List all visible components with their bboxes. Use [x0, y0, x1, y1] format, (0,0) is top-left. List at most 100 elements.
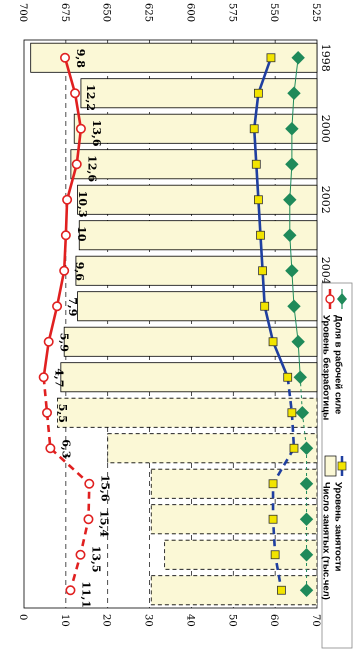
- data-point: [268, 514, 278, 524]
- right-axis-tick-label: 650: [101, 3, 112, 22]
- data-point: [84, 478, 95, 489]
- data-point: [65, 585, 76, 596]
- series-line: [42, 57, 83, 378]
- data-point: [299, 441, 314, 455]
- bar: [150, 504, 318, 535]
- data-point: [60, 52, 71, 63]
- left-axis-tick-label: 70: [310, 614, 321, 627]
- data-point: [268, 337, 278, 347]
- left-axis-tick-label: 30: [143, 614, 154, 627]
- data-point: [71, 159, 82, 170]
- data-label: 11,1: [79, 581, 92, 608]
- left-axis-tick-label: 40: [184, 614, 195, 627]
- data-label: 12,6: [86, 155, 99, 182]
- left-axis-tick-label: 60: [268, 614, 279, 627]
- legend-swatch: [337, 293, 347, 305]
- data-label: 10,3: [76, 191, 89, 218]
- data-point: [299, 512, 314, 526]
- data-point: [283, 372, 293, 382]
- bar: [150, 575, 318, 606]
- data-point: [287, 86, 301, 100]
- legend-label: Уровень безработицы: [320, 315, 331, 420]
- left-axis-tick-label: 50: [226, 614, 237, 627]
- data-point: [277, 585, 286, 595]
- data-point: [287, 408, 297, 418]
- legend-swatch: [324, 455, 337, 477]
- left-axis-tick-label: 0: [17, 614, 28, 620]
- data-point: [60, 230, 71, 241]
- data-point: [291, 335, 305, 349]
- data-point: [43, 336, 54, 347]
- data-point: [295, 406, 310, 420]
- data-point: [62, 194, 73, 205]
- bar: [75, 255, 318, 286]
- data-label: 15,6: [98, 475, 111, 502]
- bar: [107, 433, 318, 464]
- data-point: [45, 443, 56, 454]
- data-point: [283, 228, 297, 242]
- data-label: 6,3: [59, 439, 72, 458]
- right-axis-tick-label: 525: [310, 3, 321, 22]
- data-point: [299, 583, 314, 597]
- x-axis-tick-label: 2000: [319, 115, 332, 143]
- data-point: [285, 157, 299, 171]
- data-point: [299, 477, 314, 491]
- data-point: [83, 514, 94, 525]
- x-axis-tick-label: 2002: [319, 186, 332, 214]
- bar: [60, 362, 318, 393]
- data-label: 7,9: [66, 297, 79, 316]
- x-axis-tick-label: 1998: [319, 44, 332, 72]
- data-label: 13,6: [90, 120, 103, 147]
- bar: [150, 468, 318, 499]
- legend-entry: Число занятых (тыс.чел): [320, 455, 337, 600]
- data-label: 10: [75, 226, 88, 242]
- data-label: 4,7: [53, 368, 66, 387]
- data-point: [285, 264, 299, 278]
- data-point: [266, 53, 276, 63]
- legend-swatch: [337, 461, 347, 471]
- data-label: 5,9: [58, 333, 71, 352]
- series-line: [252, 57, 289, 378]
- right-axis-tick-label: 625: [143, 3, 154, 22]
- bar: [80, 78, 318, 109]
- bar: [78, 220, 318, 251]
- data-point: [42, 407, 53, 418]
- data-point: [75, 549, 86, 560]
- left-axis-tick-label: 20: [101, 614, 112, 627]
- bar: [57, 397, 318, 428]
- bar: [77, 291, 318, 322]
- data-label: 12,2: [84, 84, 97, 111]
- legend-swatch: [325, 294, 335, 304]
- data-point: [52, 301, 63, 312]
- data-point: [249, 124, 259, 134]
- data-label: 5,5: [56, 404, 69, 423]
- right-axis-tick-label: 700: [17, 3, 28, 22]
- data-point: [287, 299, 301, 313]
- data-point: [38, 372, 49, 383]
- x-axis-tick-label: 2004: [319, 257, 332, 285]
- data-point: [75, 123, 86, 134]
- data-point: [260, 301, 270, 311]
- bar: [77, 184, 318, 215]
- data-point: [283, 193, 297, 207]
- data-point: [285, 122, 299, 136]
- series-line: [289, 57, 301, 378]
- data-label: 15,4: [97, 510, 110, 537]
- legend-entry: Уровень безработицы: [320, 289, 335, 420]
- data-point: [291, 51, 305, 65]
- data-point: [289, 443, 299, 453]
- data-point: [268, 479, 278, 489]
- data-point: [70, 88, 81, 99]
- data-point: [253, 195, 263, 205]
- right-axis-tick-label: 550: [268, 3, 279, 22]
- data-label: 9,6: [73, 262, 86, 281]
- right-axis-tick-label: 600: [184, 3, 195, 22]
- right-axis-tick-label: 675: [59, 3, 70, 22]
- data-label: 13,5: [90, 546, 103, 573]
- bar: [73, 113, 318, 144]
- data-point: [258, 266, 267, 276]
- data-point: [256, 230, 265, 240]
- data-point: [299, 548, 314, 562]
